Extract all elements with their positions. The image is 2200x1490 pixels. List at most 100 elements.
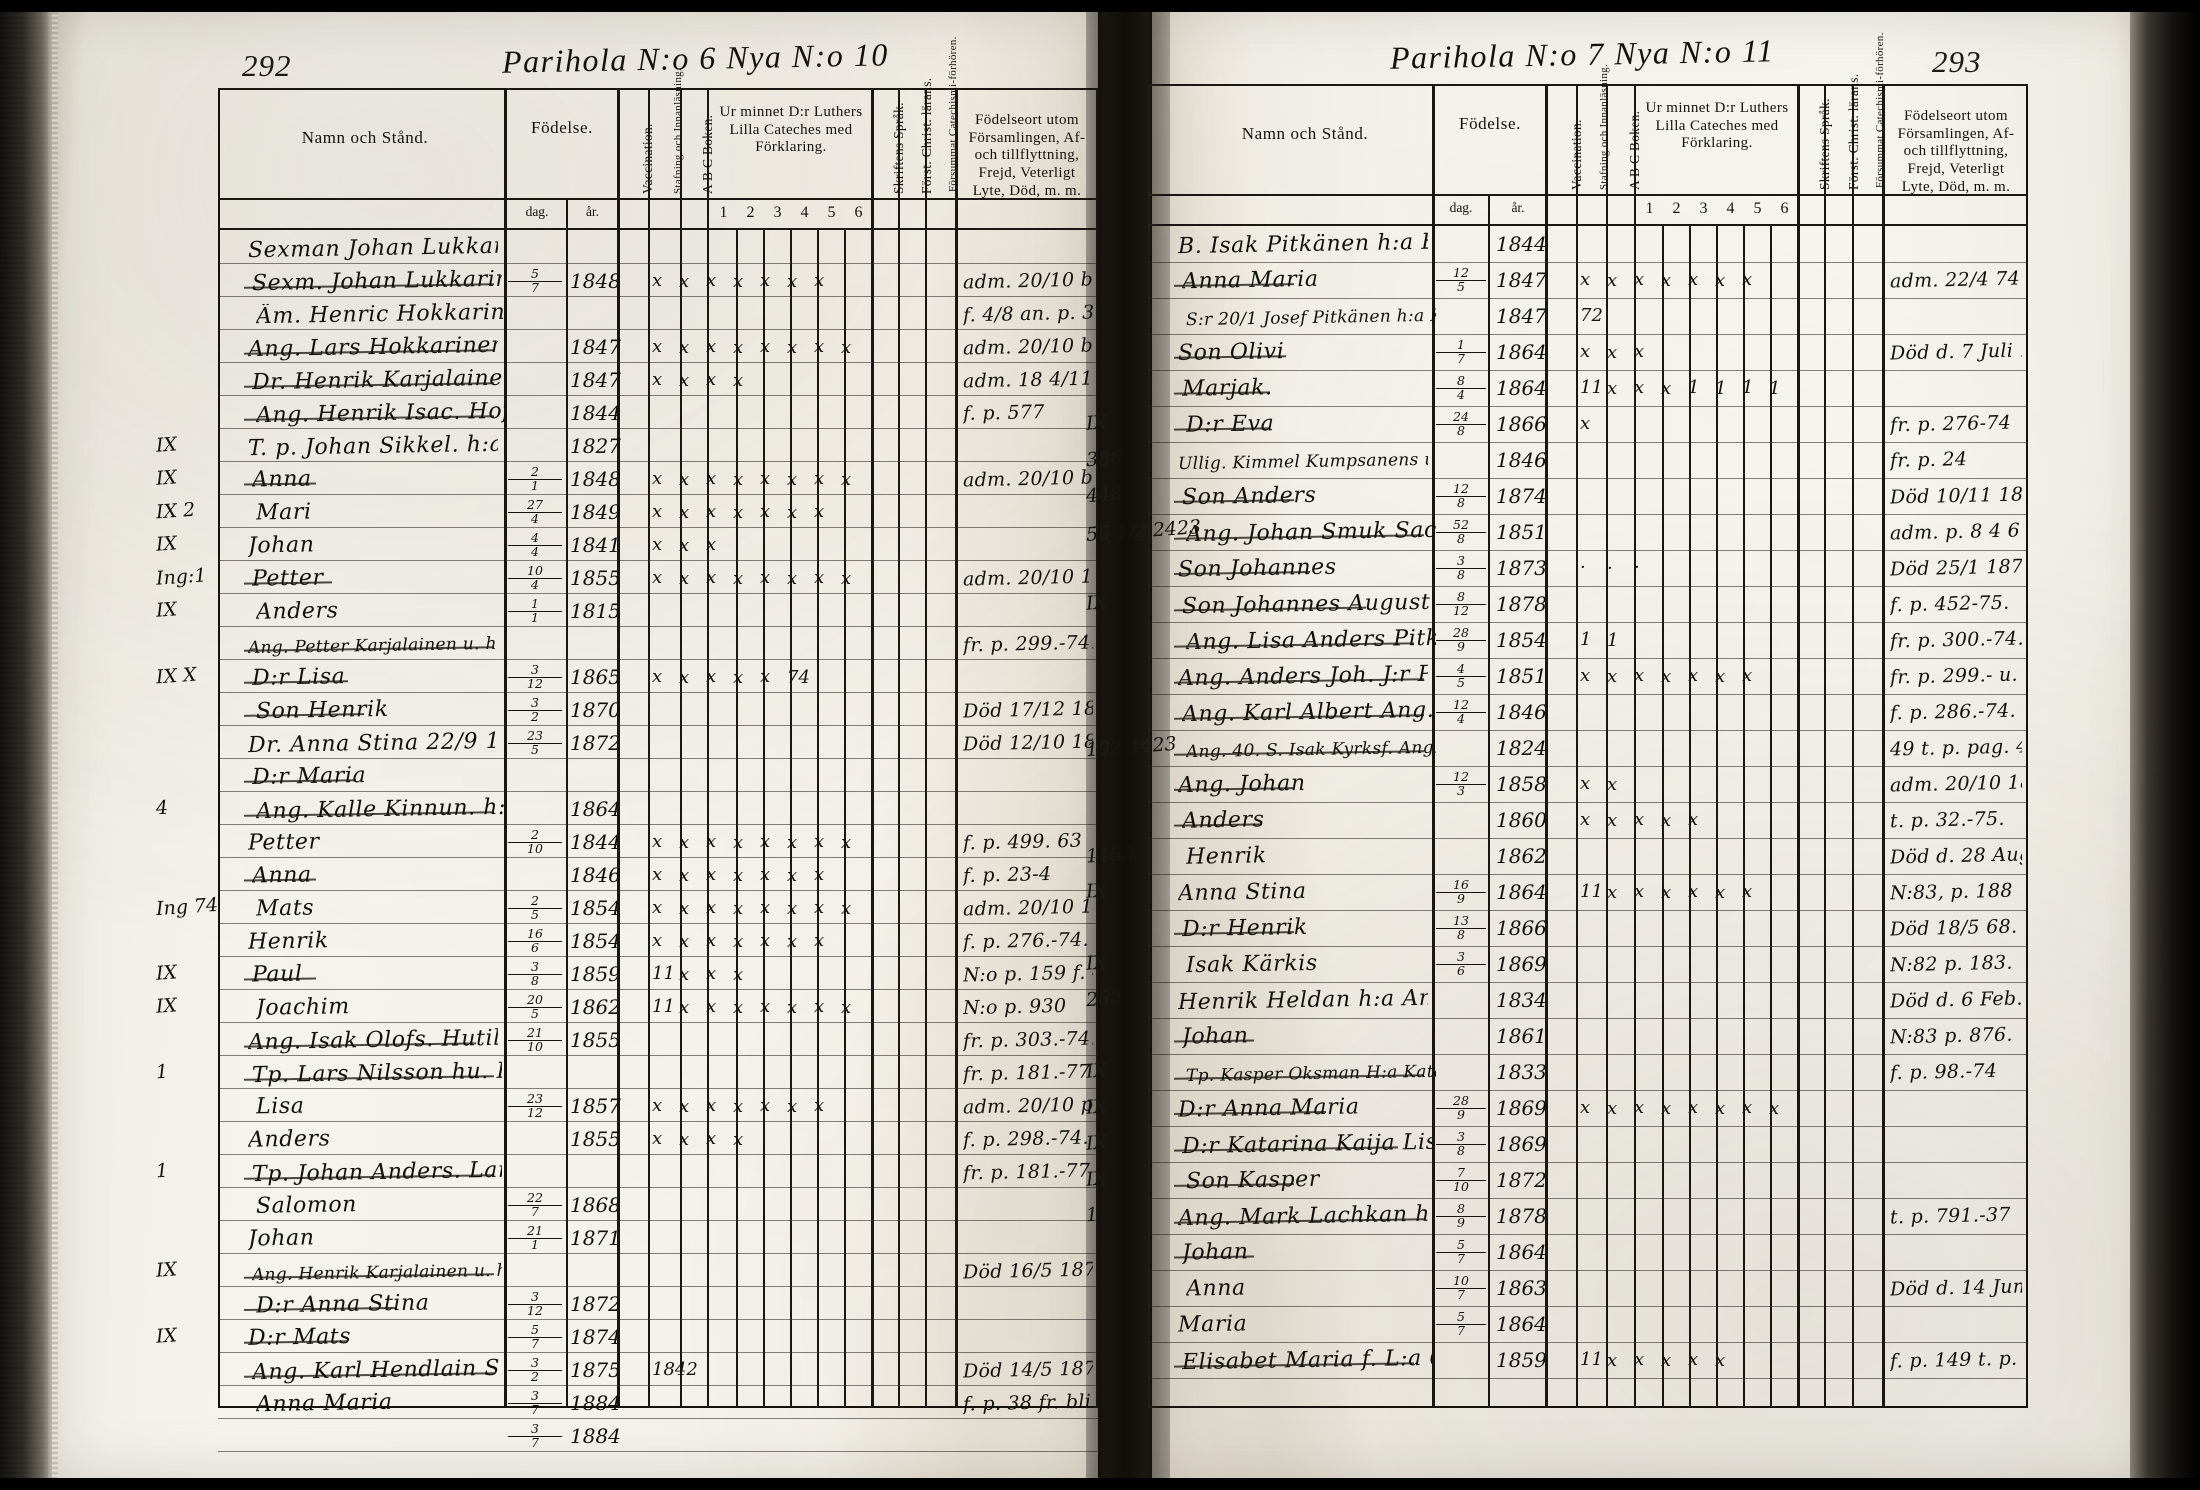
catechism-mark: x	[760, 270, 771, 291]
row-birth-year: 1847	[1496, 268, 1547, 292]
right-col-rule-spelling	[1606, 84, 1608, 1408]
row-note-entry: fr. p. 300.-74.	[1889, 627, 2023, 653]
catechism-mark: x	[1688, 269, 1699, 290]
row-note-entry: fr. p. 299.-74.	[962, 631, 1094, 657]
row-birth-year: 1841	[570, 533, 621, 557]
right-header-spelling: Stafning och Innanläsning.	[1598, 63, 1610, 190]
left-col-rule-missed	[955, 88, 958, 1408]
left-header-bottom-rule	[218, 228, 1098, 231]
row-name-entry: Ang. Karl Albert Ang. Sallinen	[1181, 697, 1433, 728]
catechism-mark: x	[1634, 1097, 1645, 1118]
catechism-mark: x	[652, 864, 663, 885]
catechism-mark: x	[1688, 665, 1699, 686]
row-name-entry: Anders	[247, 1126, 331, 1153]
row-rule	[218, 989, 1098, 990]
row-name-entry: Äm. Henric Hokkarinen	[255, 299, 507, 330]
row-birth-year: 1857	[570, 1094, 621, 1118]
catechism-mark: x	[733, 964, 744, 985]
row-rule	[218, 1154, 1098, 1155]
right-cat-num-6: 6	[1780, 200, 1789, 217]
row-rule	[1148, 262, 2028, 263]
catechism-mark: ·	[1634, 557, 1640, 578]
row-margin-note: 1	[155, 1159, 169, 1183]
catechism-mark: 1	[1769, 378, 1781, 399]
catechism-mark: x	[652, 897, 663, 918]
catechism-mark: x	[1580, 269, 1591, 290]
catechism-mark: x	[787, 469, 798, 490]
row-note-entry: adm. 20/10 1875.	[1889, 771, 2023, 797]
book-gutter	[1086, 0, 1170, 1490]
catechism-mark: x	[652, 369, 663, 390]
row-birth-year: 1865	[570, 665, 621, 689]
catechism-mark: x	[652, 666, 663, 687]
catechism-mark: x	[706, 270, 717, 291]
catechism-mark: 11	[652, 996, 675, 1017]
left-cat-rule-5	[844, 228, 846, 1408]
row-rule	[218, 428, 1098, 429]
right-header-bottom-rule	[1148, 224, 2028, 227]
row-birth-year: 1848	[570, 467, 621, 491]
catechism-mark: x	[1580, 341, 1591, 362]
row-margin-note: IX	[155, 433, 178, 457]
right-header-birth-year: år.	[1511, 200, 1525, 215]
row-margin-note: 1	[155, 1060, 169, 1084]
catechism-mark: x	[706, 864, 717, 885]
row-rule	[218, 659, 1098, 660]
row-birth-year: 1874	[570, 1325, 621, 1349]
row-name-entry: Son Olivi	[1177, 339, 1285, 366]
catechism-mark: x	[787, 832, 798, 853]
row-birth-day: 10 7	[1436, 1274, 1486, 1301]
right-header-vaccination: Vaccination.	[1569, 119, 1584, 190]
row-rule	[1148, 550, 2028, 551]
row-name-entry: Anna Stina	[1177, 878, 1307, 907]
right-header-rule	[1148, 194, 2028, 197]
catechism-mark: 1842	[652, 1359, 698, 1380]
row-rule	[218, 329, 1098, 330]
top-scan-edge	[0, 0, 2200, 12]
catechism-mark: x	[733, 865, 744, 886]
row-note-entry: Död 18/5 68.	[1889, 915, 2018, 941]
row-birth-year: 1870	[570, 698, 621, 722]
row-rule	[1148, 1198, 2028, 1199]
catechism-mark: x	[1715, 1098, 1726, 1119]
row-name-entry: D:r Mats	[247, 1324, 352, 1351]
catechism-mark: x	[1661, 270, 1672, 291]
row-birth-year: 1815	[570, 599, 621, 623]
row-birth-year: 1862	[570, 995, 621, 1019]
catechism-mark: x	[652, 501, 663, 522]
right-col-rule-vacc	[1576, 84, 1578, 1408]
catechism-mark: x	[706, 369, 717, 390]
right-header-christian: Först. Christ. lärans.	[1846, 73, 1861, 190]
catechism-mark: x	[760, 930, 771, 951]
catechism-mark: x	[760, 897, 771, 918]
row-birth-year: 1848	[570, 269, 621, 293]
catechism-mark: x	[814, 336, 825, 357]
right-scan-edge	[2130, 0, 2200, 1490]
row-name-entry: D:r Henrik	[1181, 914, 1309, 943]
row-name-entry: Ang. Anders Joh. J:r Pitkänen	[1177, 661, 1429, 692]
catechism-mark: x	[706, 963, 717, 984]
left-col-rule-abc	[707, 88, 709, 1408]
left-cat-num-2: 2	[746, 204, 755, 221]
catechism-mark: x	[733, 997, 744, 1018]
bottom-scan-edge	[0, 1478, 2200, 1490]
catechism-mark: x	[814, 864, 825, 885]
row-birth-day: 8 12	[1436, 590, 1486, 617]
catechism-mark: x	[652, 930, 663, 951]
row-note-entry: Död 17/12 1874	[962, 697, 1094, 723]
row-note-entry: f. p. 452-75.	[1889, 591, 2010, 617]
left-cat-rule-4	[817, 228, 819, 1408]
row-birth-year: 1858	[1496, 772, 1547, 796]
row-birth-year: 1855	[570, 566, 621, 590]
row-name-entry: Joachim	[255, 994, 350, 1021]
row-rule	[218, 1022, 1098, 1023]
right-cat-rule-2	[1689, 224, 1691, 1408]
catechism-mark: x	[679, 964, 690, 985]
row-name-entry: Henrik	[247, 928, 330, 955]
right-col-rule-catechism	[1797, 84, 1800, 1408]
catechism-mark: x	[787, 997, 798, 1018]
row-birth-year: 1859	[570, 962, 621, 986]
